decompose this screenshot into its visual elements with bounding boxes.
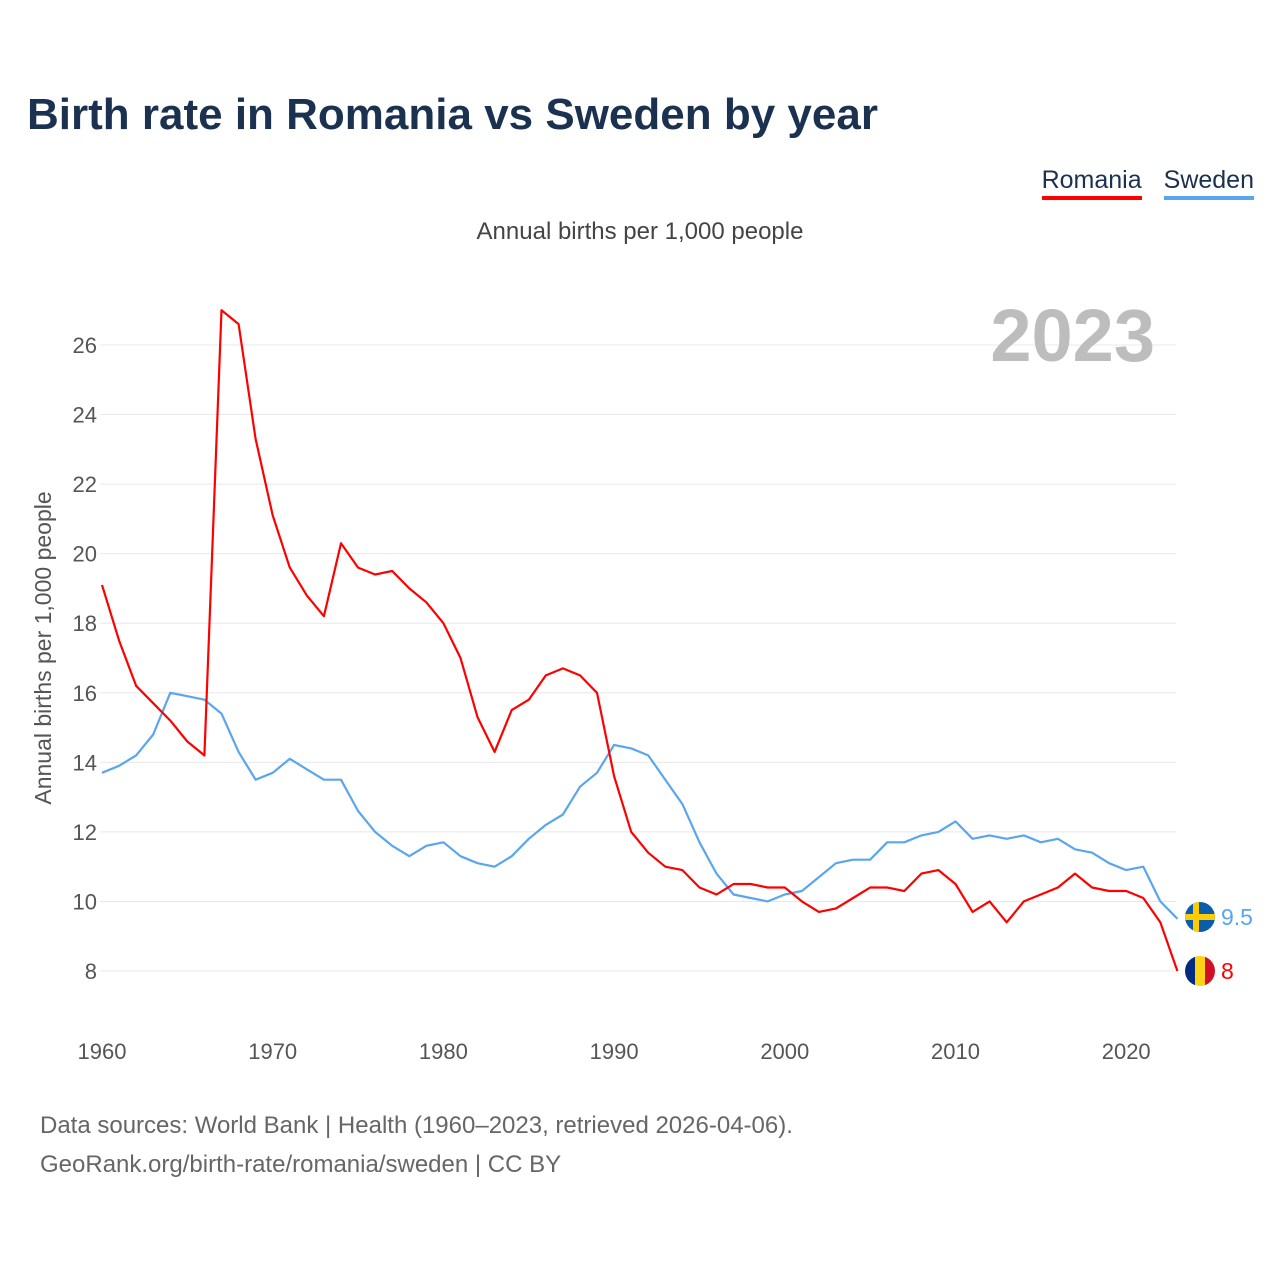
series-line-romania — [100, 309, 1179, 972]
x-tick-label: 1960 — [78, 1039, 127, 1064]
series-line-sweden — [101, 691, 1179, 920]
x-tick-label: 1970 — [248, 1039, 297, 1064]
source-link[interactable]: GeoRank.org/birth-rate/romania/sweden | … — [40, 1151, 562, 1178]
y-tick-label: 26 — [73, 333, 97, 358]
romania-end-label: 8 — [1221, 958, 1234, 984]
romania-flag-icon — [1185, 956, 1215, 986]
chart-subtitle: Annual births per 1,000 people — [476, 218, 804, 245]
x-tick-label: 2010 — [931, 1039, 980, 1064]
y-tick-label: 16 — [73, 681, 97, 706]
legend: Romania Sweden — [1041, 166, 1254, 200]
sweden-flag-icon — [1185, 902, 1215, 932]
y-tick-label: 8 — [85, 959, 97, 984]
y-tick-label: 22 — [73, 472, 97, 497]
y-tick-label: 24 — [73, 403, 97, 428]
y-tick-label: 18 — [73, 611, 97, 636]
x-tick-label: 1980 — [419, 1039, 468, 1064]
y-tick-label: 20 — [73, 542, 97, 567]
y-axis-label: Annual births per 1,000 people — [30, 491, 56, 804]
y-tick-label: 10 — [73, 889, 97, 914]
x-tick-label: 1990 — [590, 1039, 639, 1064]
year-label: 2023 — [990, 294, 1155, 377]
y-tick-label: 12 — [73, 820, 97, 845]
x-tick-label: 2020 — [1102, 1039, 1151, 1064]
data-source: Data sources: World Bank | Health (1960–… — [40, 1112, 793, 1139]
y-tick-label: 14 — [73, 750, 97, 775]
chart-title: Birth rate in Romania vs Sweden by year — [27, 90, 878, 139]
legend-romania[interactable]: Romania — [1041, 166, 1142, 200]
footer: Data sources: World Bank | Health (1960–… — [40, 1106, 793, 1184]
x-tick-label: 2000 — [760, 1039, 809, 1064]
legend-sweden[interactable]: Sweden — [1163, 166, 1254, 200]
sweden-end-label: 9.5 — [1221, 904, 1253, 930]
